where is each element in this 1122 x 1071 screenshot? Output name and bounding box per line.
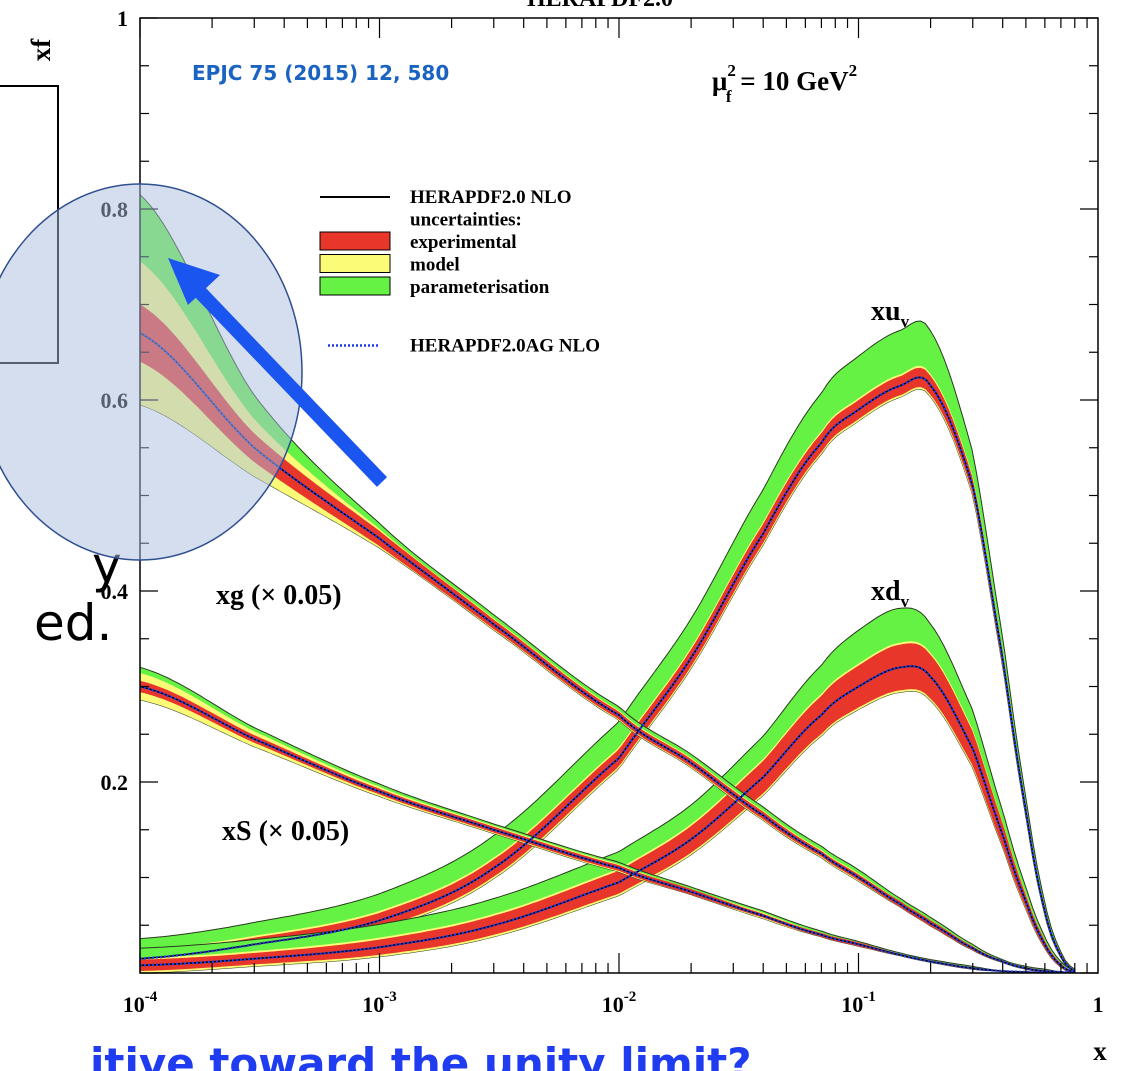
- line-ag-3: [140, 685, 1075, 973]
- chart-title-partial: HERAPDF2.0: [527, 0, 673, 12]
- highlight-arrow: [168, 258, 388, 487]
- x-tick-label: 10-3: [362, 989, 397, 1017]
- reference-citation: EPJC 75 (2015) 12, 580: [192, 61, 449, 85]
- legend-swatch-box: [319, 231, 391, 251]
- y-tick-label: 1: [117, 6, 128, 31]
- line-ag-1: [140, 664, 1076, 973]
- x-tick-label: 10-4: [123, 989, 158, 1017]
- legend: HERAPDF2.0 NLOuncertainties:experimental…: [319, 187, 600, 357]
- central-lines: [140, 332, 1076, 973]
- curve-labels: xuv xdv xg (× 0.05) xS (× 0.05): [216, 296, 910, 847]
- axis-ticks: [139, 17, 1098, 974]
- x-tick-label: 10-2: [602, 989, 637, 1017]
- legend-label: HERAPDF2.0 NLO: [410, 187, 572, 208]
- curve-label: xuv: [871, 296, 910, 331]
- highlight-circle: [0, 183, 303, 561]
- line-ag-2: [140, 332, 1075, 973]
- curve-label: xg (× 0.05): [216, 580, 342, 611]
- x-tick-label: 1: [1093, 992, 1104, 1017]
- svg-text:μ2f = 10 GeV2: μ2 f = 10 GeV2: [712, 61, 857, 106]
- bottom-caption: itive toward the unity limit?: [90, 1039, 752, 1071]
- curve-label: xdv: [871, 576, 910, 611]
- y-tick-label: 0.2: [101, 770, 129, 795]
- legend-label: experimental: [410, 232, 517, 253]
- curve-label: xS (× 0.05): [222, 816, 349, 847]
- x-tick-label: 10-1: [841, 989, 876, 1017]
- legend-swatch-box: [319, 276, 391, 296]
- legend-label: HERAPDF2.0AG NLO: [410, 336, 600, 357]
- slide-text-fragment-2: ed.: [34, 594, 112, 652]
- legend-swatch-box: [319, 254, 391, 273]
- legend-label: parameterisation: [410, 277, 550, 298]
- x-axis-label: x: [1093, 1036, 1107, 1066]
- legend-label: uncertainties:: [410, 210, 522, 231]
- legend-label: model: [410, 255, 460, 276]
- scale-label: μ2 f = 10 GeV2: [712, 61, 857, 106]
- y-tick-label: 0.4: [101, 579, 129, 604]
- line-ag-0: [140, 376, 1076, 973]
- y-axis-label: xf: [26, 38, 56, 62]
